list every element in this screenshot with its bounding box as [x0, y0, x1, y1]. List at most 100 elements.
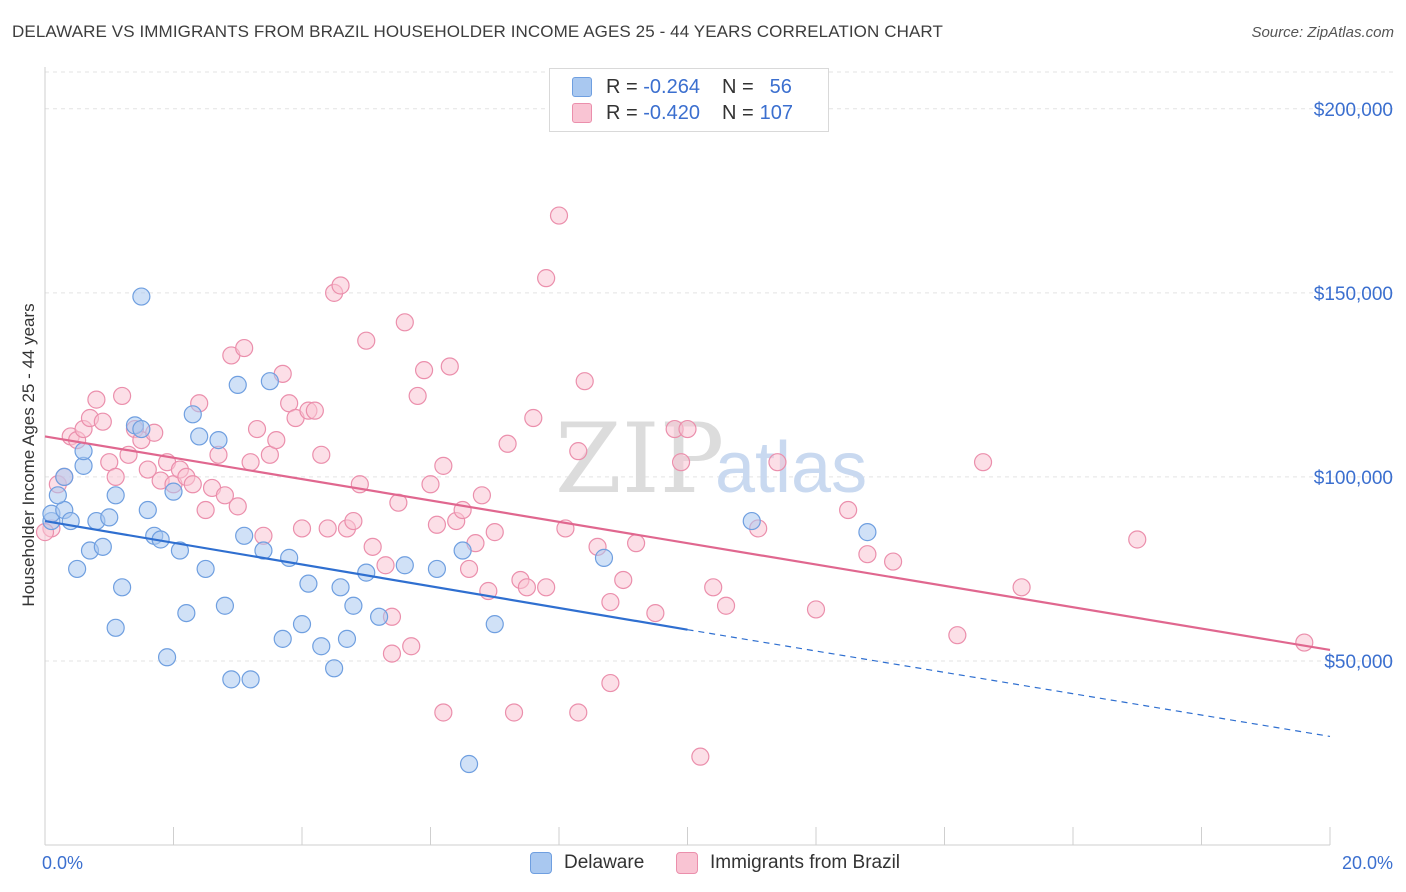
brazil-point: [235, 338, 254, 358]
n-label: N =: [721, 101, 754, 124]
brazil-point: [537, 578, 556, 597]
y-tick-label: $100,000: [1314, 468, 1393, 489]
n-value: 56: [769, 75, 792, 98]
delaware-point: [106, 618, 125, 637]
delaware-point: [331, 578, 350, 597]
brazil-point: [1128, 530, 1147, 549]
brazil-point: [434, 456, 453, 475]
delaware-point: [858, 523, 877, 542]
brazil-point: [395, 313, 414, 332]
r-value: -0.420: [643, 101, 700, 124]
n-label: N =: [721, 75, 754, 98]
legend-label: Delaware: [564, 852, 645, 873]
delaware-point: [260, 372, 279, 391]
delaware-point: [209, 430, 228, 450]
delaware-point: [222, 670, 241, 689]
brazil-point: [106, 467, 125, 487]
delaware-point: [68, 559, 87, 579]
brazil-point: [183, 475, 202, 494]
brazil-point: [357, 331, 376, 350]
y-axis-label: Householder Income Ages 25 - 44 years: [19, 303, 38, 606]
legend-item-brazil[interactable]: Immigrants from Brazil: [676, 852, 900, 874]
chart-source: Source: ZipAtlas.com: [1251, 24, 1394, 41]
delaware-point: [196, 559, 215, 579]
brazil-point: [472, 486, 491, 505]
brazil-point: [601, 673, 620, 693]
delaware-point: [74, 442, 93, 461]
brazil-point: [839, 500, 858, 520]
data-points: [35, 206, 1314, 774]
legend-item-delaware[interactable]: Delaware: [530, 852, 644, 874]
brazil-legend-swatch: [676, 852, 698, 874]
watermark-zip: ZIP: [555, 403, 724, 515]
trend-lines: [44, 435, 1331, 738]
brazil-point: [459, 559, 479, 579]
brazil-point: [575, 372, 594, 391]
watermark-atlas: atlas: [715, 428, 867, 508]
delaware-point: [183, 405, 202, 424]
brazil-point: [331, 276, 350, 295]
brazil-point: [440, 357, 459, 376]
delaware-point: [337, 629, 357, 648]
delaware-point: [453, 541, 472, 560]
delaware-point: [742, 511, 761, 531]
brazil-point: [549, 206, 569, 225]
brazil-point: [601, 592, 620, 612]
stats-row-delaware: R = -0.264 N = 56: [572, 75, 792, 99]
delaware-point: [170, 541, 190, 560]
brazil-point: [768, 453, 787, 472]
delaware-point: [190, 427, 209, 446]
brazil-point: [498, 434, 517, 453]
delaware-legend-swatch: [530, 852, 552, 874]
brazil-point: [504, 703, 524, 722]
legend-label: Immigrants from Brazil: [710, 852, 901, 873]
brazil-point: [691, 747, 710, 766]
brazil-point: [973, 453, 993, 472]
delaware-point: [55, 467, 74, 487]
brazil-point: [292, 519, 312, 538]
x-tick-label: 0.0%: [42, 853, 83, 873]
tick-labels: $50,000 $100,000 $150,000 $200,000 0.0% 20.0%: [42, 100, 1393, 873]
r-label: R =: [606, 101, 638, 124]
brazil-point: [312, 445, 331, 464]
delaware-point: [370, 607, 389, 626]
grid-lines: [45, 71, 1395, 662]
brazil-point: [858, 545, 877, 564]
delaware-point: [112, 578, 132, 597]
brazil-point: [421, 475, 440, 494]
delaware-point: [106, 486, 125, 505]
brazil-point: [704, 578, 723, 597]
brazil-point: [517, 578, 536, 597]
brazil-point: [537, 269, 556, 288]
delaware-point: [395, 556, 414, 575]
delaware-point: [235, 526, 254, 545]
delaware-point: [177, 603, 196, 623]
brazil-point: [402, 637, 421, 656]
brazil-point: [344, 511, 363, 531]
brazil-point: [524, 408, 543, 428]
x-tick-label: 20.0%: [1342, 853, 1393, 873]
brazil-point: [569, 442, 588, 461]
brazil-point: [408, 386, 427, 406]
brazil-point: [434, 703, 453, 722]
delaware-point: [357, 563, 376, 582]
brazil-point: [196, 500, 215, 520]
y-tick-label: $150,000: [1314, 284, 1393, 305]
brazil-point: [241, 453, 260, 472]
r-label: R =: [606, 75, 638, 98]
brazil-point: [806, 600, 826, 619]
chart-title: DELAWARE VS IMMIGRANTS FROM BRAZIL HOUSE…: [12, 22, 943, 41]
brazil-point: [376, 556, 395, 575]
brazil-point: [883, 552, 903, 571]
brazil-point: [569, 703, 588, 722]
delaware-point: [273, 629, 292, 648]
delaware-point: [93, 537, 112, 556]
delaware-point: [164, 482, 183, 501]
brazil-point: [948, 626, 967, 645]
delaware-point: [132, 287, 151, 306]
brazil-point: [305, 401, 324, 420]
brazil-point: [382, 644, 402, 663]
y-tick-label: $50,000: [1324, 652, 1393, 673]
delaware-point: [48, 486, 67, 505]
brazil-point: [87, 390, 106, 409]
